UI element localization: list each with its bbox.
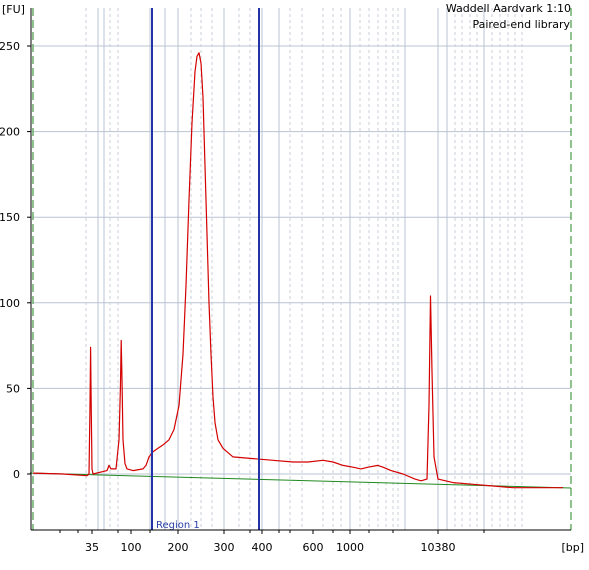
ladder-edge-lines — [32, 8, 572, 530]
y-axis-unit: [FU] — [2, 3, 25, 16]
x-tick-label: 600 — [303, 541, 324, 554]
y-tick-label: 50 — [6, 382, 20, 395]
library-type-annotation: Paired-end library — [472, 18, 570, 31]
grid-lines — [33, 8, 571, 530]
y-tick-label: 0 — [13, 468, 20, 481]
y-tick-label: 100 — [0, 297, 20, 310]
x-tick-label: 200 — [168, 541, 189, 554]
y-tick-label: 250 — [0, 40, 20, 53]
region-markers: Region 1 — [151, 8, 260, 531]
axes — [27, 8, 571, 534]
x-tick-label: 100 — [121, 541, 142, 554]
x-tick-label: 10380 — [421, 541, 456, 554]
x-axis-unit: [bp] — [561, 541, 584, 554]
y-tick-label: 200 — [0, 126, 20, 139]
x-tick-label: 300 — [214, 541, 235, 554]
sample-name-annotation: Waddell Aardvark 1:10 — [446, 2, 571, 15]
x-tick-label: 1000 — [336, 541, 364, 554]
axis-labels: 0 50 100 150 200 250 35 100 200 300 400 600 1000 1038… — [0, 40, 456, 554]
x-tick-label: 400 — [252, 541, 273, 554]
signal-trace-line — [32, 52, 563, 489]
signal-trace — [32, 52, 563, 489]
region-label: Region 1 — [156, 520, 200, 531]
x-tick-label: 35 — [85, 541, 99, 554]
y-tick-label: 150 — [0, 211, 20, 224]
